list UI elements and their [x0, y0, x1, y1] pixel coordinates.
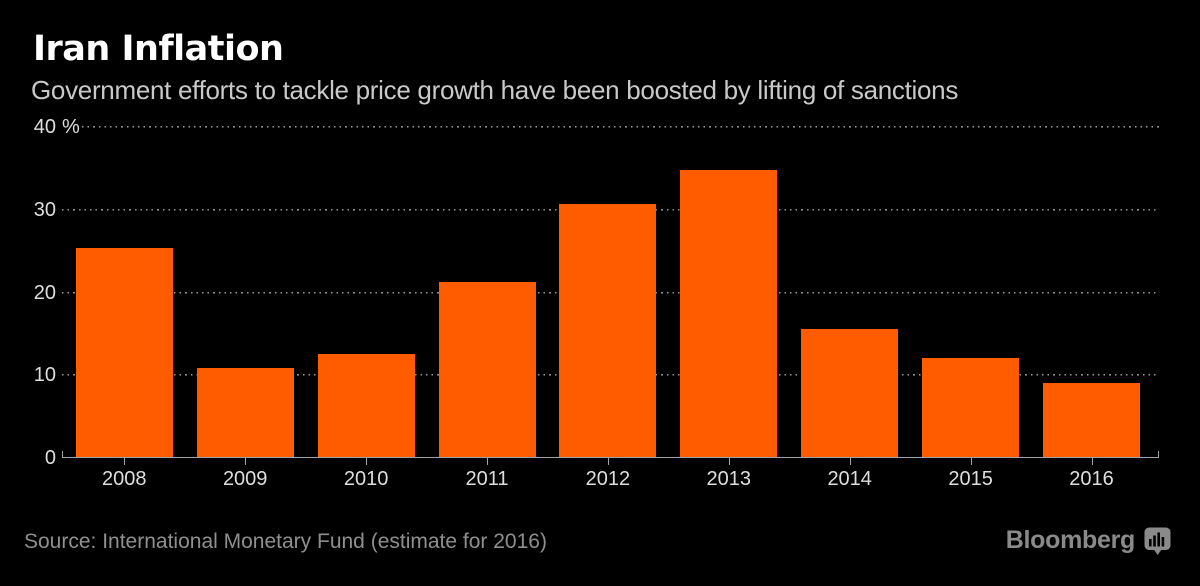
bar-chart-bubble-icon: [1144, 527, 1171, 555]
bar-2011: [438, 281, 536, 457]
x-tick-label-2014: 2014: [827, 468, 872, 490]
bar-2013: [680, 169, 778, 457]
plot-area: [62, 126, 1159, 465]
y-tick-label-40: 40: [33, 116, 56, 138]
x-tick-label-2012: 2012: [585, 468, 631, 490]
x-tick-2016: [1091, 458, 1093, 465]
x-tick-2009: [245, 458, 247, 465]
x-tick-2015: [970, 458, 972, 465]
x-tick-2013: [728, 458, 730, 465]
source-attribution: Source: International Monetary Fund (est…: [24, 530, 547, 553]
y-tick-label-10: 10: [33, 364, 56, 387]
x-tick-2008: [124, 458, 126, 465]
x-axis-endcap-right: [1158, 451, 1159, 458]
bar-2014: [801, 328, 899, 457]
x-tick-label-2008: 2008: [102, 468, 147, 490]
y-axis-unit-label: %: [62, 116, 80, 138]
x-tick-label-2011: 2011: [465, 468, 509, 490]
bar-2009: [196, 367, 294, 457]
x-tick-2014: [849, 458, 851, 465]
x-tick-label-2010: 2010: [343, 468, 389, 490]
gridline-40: [82, 126, 1159, 128]
x-tick-label-2015: 2015: [948, 468, 993, 490]
x-axis-line: [62, 457, 1159, 458]
bar-2016: [1043, 383, 1140, 457]
y-tick-label-30: 30: [33, 198, 56, 221]
bloomberg-logo: Bloomberg: [1006, 524, 1173, 556]
bloomberg-wordmark: Bloomberg: [1005, 526, 1136, 554]
x-tick-label-2016: 2016: [1069, 468, 1114, 490]
x-tick-2010: [366, 458, 368, 465]
y-tick-label-20: 20: [33, 281, 56, 304]
chart-title: Iran Inflation: [33, 29, 284, 69]
x-tick-2012: [607, 458, 609, 465]
bar-2012: [559, 203, 657, 457]
chart-subtitle: Government efforts to tackle price growt…: [31, 75, 959, 105]
y-tick-label-0: 0: [44, 447, 56, 469]
x-tick-2011: [487, 458, 488, 465]
x-axis-endcap-left: [62, 451, 63, 458]
x-tick-label-2013: 2013: [706, 468, 752, 490]
bar-2008: [75, 247, 173, 457]
x-tick-label-2009: 2009: [222, 468, 268, 490]
bar-2015: [922, 357, 1020, 457]
bar-2010: [317, 354, 415, 457]
